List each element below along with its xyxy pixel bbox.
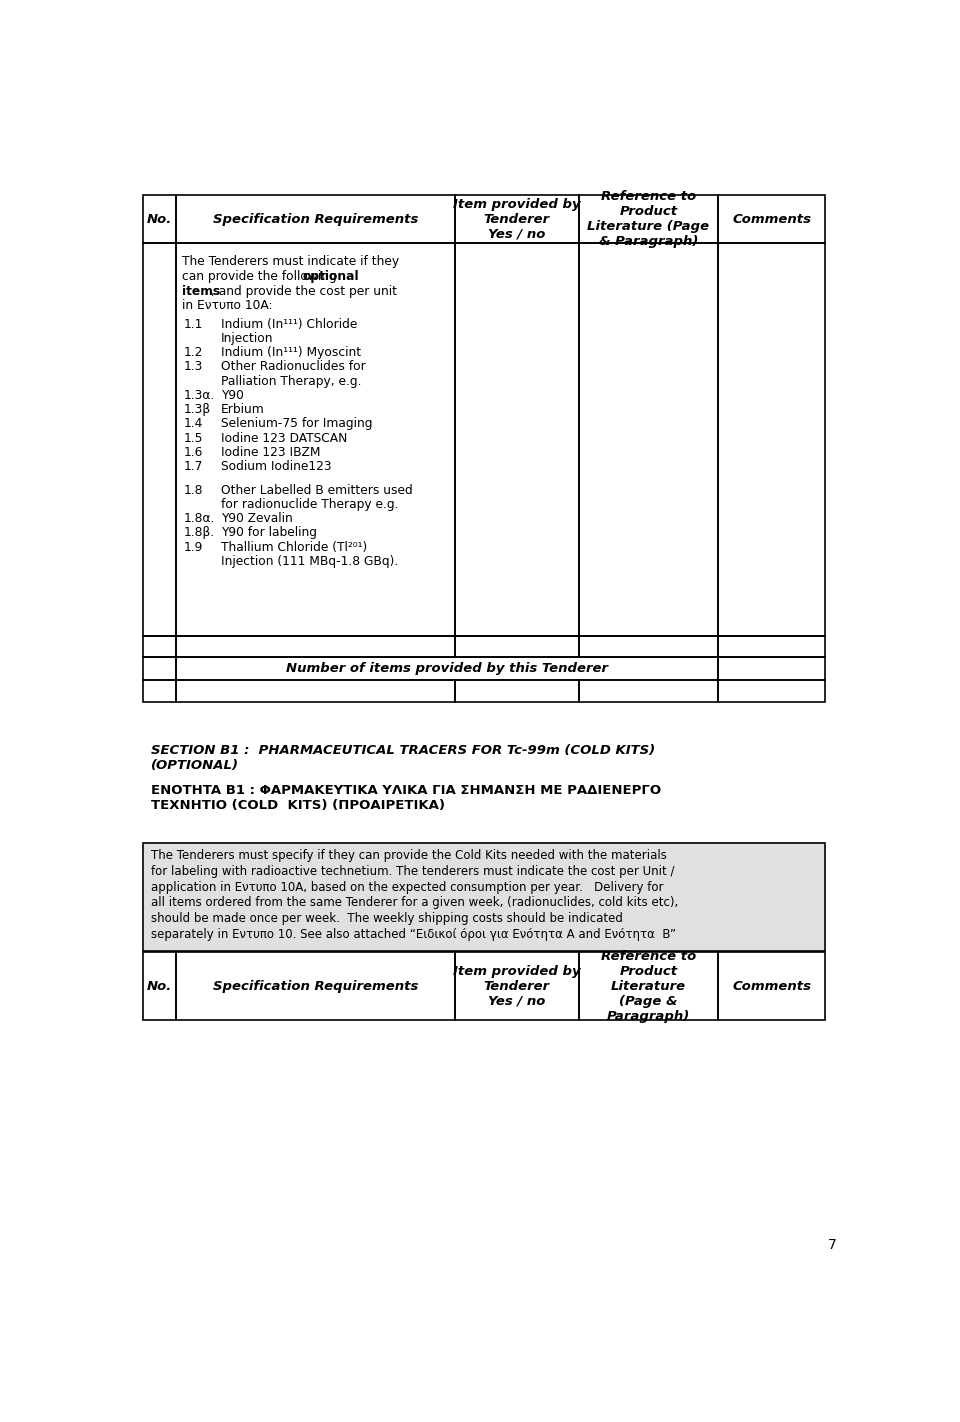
Bar — [718, 636, 826, 657]
Bar — [579, 636, 718, 657]
Text: 1.9: 1.9 — [183, 540, 203, 553]
Text: 1.2: 1.2 — [183, 346, 203, 360]
Text: 1.6: 1.6 — [183, 447, 203, 459]
Text: Injection: Injection — [221, 331, 274, 346]
Bar — [718, 953, 826, 1020]
Text: Iodine 123 IBZM: Iodine 123 IBZM — [221, 447, 321, 459]
Text: Injection (111 MBq-1.8 GBq).: Injection (111 MBq-1.8 GBq). — [221, 555, 398, 567]
Text: 1.8α.: 1.8α. — [183, 512, 215, 525]
Bar — [579, 953, 718, 1020]
Text: , and provide the cost per unit: , and provide the cost per unit — [211, 284, 397, 297]
Text: Indium (In¹¹¹) Chloride: Indium (In¹¹¹) Chloride — [221, 317, 357, 331]
Text: Y90 for labeling: Y90 for labeling — [221, 526, 317, 539]
Bar — [176, 636, 455, 657]
Text: Specification Requirements: Specification Requirements — [212, 980, 418, 993]
Text: Item provided by
Tenderer
Yes / no: Item provided by Tenderer Yes / no — [453, 198, 581, 240]
Text: 1.1: 1.1 — [183, 317, 203, 331]
Text: can provide the following: can provide the following — [182, 270, 341, 283]
Bar — [143, 243, 176, 636]
Bar — [455, 243, 579, 636]
Bar — [176, 680, 455, 702]
Bar — [455, 195, 579, 243]
Bar — [143, 195, 176, 243]
Bar — [455, 636, 579, 657]
Text: Other Labelled B emitters used: Other Labelled B emitters used — [221, 483, 413, 496]
Text: Indium (In¹¹¹) Myoscint: Indium (In¹¹¹) Myoscint — [221, 346, 361, 360]
Text: items: items — [182, 284, 220, 297]
Bar — [718, 243, 826, 636]
Text: Reference to
Product
Literature
(Page &
Paragraph): Reference to Product Literature (Page & … — [601, 950, 696, 1022]
Text: should be made once per week.  The weekly shipping costs should be indicated: should be made once per week. The weekly… — [151, 912, 623, 926]
Text: Iodine 123 DATSCAN: Iodine 123 DATSCAN — [221, 432, 348, 445]
Bar — [718, 657, 826, 680]
Text: all items ordered from the same Tenderer for a given week, (radionuclides, cold : all items ordered from the same Tenderer… — [151, 896, 679, 909]
Bar — [143, 657, 176, 680]
Text: separately in Eντυπο 10. See also attached “Eιδικοί όροι για Eνότητα A and Eνότη: separately in Eντυπο 10. See also attach… — [151, 929, 676, 941]
Text: in Εντυπο 10A:: in Εντυπο 10A: — [182, 299, 273, 311]
Text: 1.3: 1.3 — [183, 360, 203, 374]
Bar — [143, 953, 176, 1020]
Text: optional: optional — [302, 270, 359, 283]
Text: No.: No. — [147, 980, 172, 993]
Text: Number of items provided by this Tenderer: Number of items provided by this Tendere… — [286, 663, 608, 675]
Text: 7: 7 — [828, 1237, 837, 1251]
Text: Erbium: Erbium — [221, 404, 265, 417]
Text: 1.8β.: 1.8β. — [183, 526, 215, 539]
Text: Y90 Zevalin: Y90 Zevalin — [221, 512, 293, 525]
Bar — [176, 195, 455, 243]
Text: Thallium Chloride (Tl²⁰¹): Thallium Chloride (Tl²⁰¹) — [221, 540, 367, 553]
Text: 1.5: 1.5 — [183, 432, 204, 445]
Text: Item provided by
Tenderer
Yes / no: Item provided by Tenderer Yes / no — [453, 964, 581, 1008]
Bar — [579, 680, 718, 702]
Bar — [143, 636, 176, 657]
Text: No.: No. — [147, 213, 172, 226]
Text: Comments: Comments — [732, 213, 811, 226]
Bar — [176, 953, 455, 1020]
Bar — [455, 680, 579, 702]
Bar — [143, 843, 826, 951]
Text: for labeling with radioactive technetium. The tenderers must indicate the cost p: for labeling with radioactive technetium… — [151, 865, 675, 877]
Bar — [718, 195, 826, 243]
Text: ENOTHTA B1 : ΦΑΡΜΑΚΕΥΤΙΚΑ ΥΛΙΚΑ ΓΙΑ ΣΗΜΑΝΣΗ ΜΕ ΡΑΔΙΕΝΕΡΓΟ
ΤΕΧΝΗΤΙΟ (COLD  KITS) : ENOTHTA B1 : ΦΑΡΜΑΚΕΥΤΙΚΑ ΥΛΙΚΑ ΓΙΑ ΣΗΜΑ… — [151, 785, 661, 812]
Bar — [143, 680, 176, 702]
Text: Reference to
Product
Literature (Page
& Paragraph): Reference to Product Literature (Page & … — [588, 191, 709, 249]
Bar — [455, 953, 579, 1020]
Text: Palliation Therapy, e.g.: Palliation Therapy, e.g. — [221, 374, 361, 388]
Text: 1.3α.: 1.3α. — [183, 390, 215, 402]
Text: SECTION B1 :  PHARMACEUTICAL TRACERS FOR Tc-99m (COLD KITS)
(OPTIONAL): SECTION B1 : PHARMACEUTICAL TRACERS FOR … — [151, 744, 655, 772]
Bar — [176, 657, 718, 680]
Bar — [176, 243, 455, 636]
Bar — [579, 243, 718, 636]
Text: Comments: Comments — [732, 980, 811, 993]
Text: Specification Requirements: Specification Requirements — [212, 213, 418, 226]
Text: Sodium Iodine123: Sodium Iodine123 — [221, 461, 331, 474]
Text: 1.3β: 1.3β — [183, 404, 210, 417]
Text: 1.4: 1.4 — [183, 418, 203, 431]
Text: 1.8: 1.8 — [183, 483, 204, 496]
Text: The Tenderers must indicate if they: The Tenderers must indicate if they — [182, 255, 399, 267]
Text: application in Eντυπο 10A, based on the expected consumption per year.   Deliver: application in Eντυπο 10A, based on the … — [151, 880, 663, 893]
Bar — [579, 195, 718, 243]
Text: Selenium-75 for Imaging: Selenium-75 for Imaging — [221, 418, 372, 431]
Bar — [718, 680, 826, 702]
Text: Y90: Y90 — [221, 390, 244, 402]
Text: 1.7: 1.7 — [183, 461, 203, 474]
Text: Other Radionuclides for: Other Radionuclides for — [221, 360, 366, 374]
Text: for radionuclide Therapy e.g.: for radionuclide Therapy e.g. — [221, 498, 398, 510]
Text: The Tenderers must specify if they can provide the Cold Kits needed with the mat: The Tenderers must specify if they can p… — [151, 849, 667, 862]
